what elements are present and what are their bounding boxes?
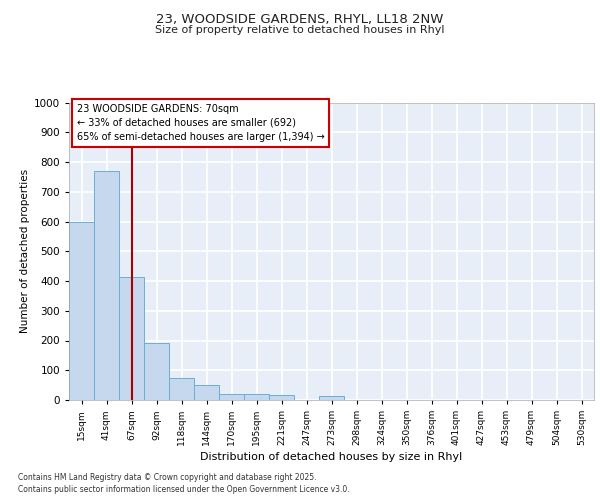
- Text: 23 WOODSIDE GARDENS: 70sqm
← 33% of detached houses are smaller (692)
65% of sem: 23 WOODSIDE GARDENS: 70sqm ← 33% of deta…: [77, 104, 325, 142]
- Text: 23, WOODSIDE GARDENS, RHYL, LL18 2NW: 23, WOODSIDE GARDENS, RHYL, LL18 2NW: [157, 12, 443, 26]
- Bar: [69, 222, 94, 400]
- Bar: [269, 394, 294, 400]
- Text: Size of property relative to detached houses in Rhyl: Size of property relative to detached ho…: [155, 25, 445, 35]
- Bar: [94, 171, 119, 400]
- Bar: [194, 385, 219, 400]
- Bar: [144, 344, 169, 400]
- Bar: [219, 394, 244, 400]
- Bar: [119, 276, 144, 400]
- Y-axis label: Number of detached properties: Number of detached properties: [20, 169, 29, 334]
- Bar: [244, 394, 269, 400]
- Text: Contains HM Land Registry data © Crown copyright and database right 2025.: Contains HM Land Registry data © Crown c…: [18, 472, 317, 482]
- X-axis label: Distribution of detached houses by size in Rhyl: Distribution of detached houses by size …: [200, 452, 463, 462]
- Bar: [319, 396, 344, 400]
- Text: Contains public sector information licensed under the Open Government Licence v3: Contains public sector information licen…: [18, 485, 350, 494]
- Bar: [169, 378, 194, 400]
